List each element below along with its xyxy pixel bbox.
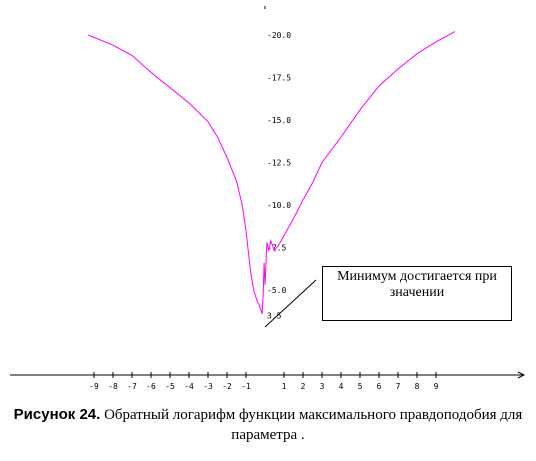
callout-pointer — [264, 279, 317, 328]
x-tick-label: 7 — [396, 382, 401, 391]
y-tick-label: -20.0 — [267, 31, 291, 40]
x-tick-label: -7 — [127, 382, 137, 391]
callout-text: Минимум достигается при значении — [337, 269, 497, 300]
y-tick-label: -12.5 — [267, 159, 291, 168]
x-tick-label: -6 — [146, 382, 156, 391]
x-tick-label: -3 — [203, 382, 213, 391]
x-tick-label: -4 — [184, 382, 194, 391]
x-tick-label: 6 — [377, 382, 382, 391]
x-tick-label: 4 — [339, 382, 344, 391]
y-tick-label: -10.0 — [267, 201, 291, 210]
x-tick-label: 5 — [358, 382, 363, 391]
y-tick-label: -15.0 — [267, 116, 291, 125]
x-tick-label: -8 — [108, 382, 118, 391]
x-tick-label: 2 — [301, 382, 306, 391]
x-tick-label: 8 — [415, 382, 420, 391]
x-tick-label: -5 — [165, 382, 175, 391]
figure-caption: Рисунок 24. Обратный логарифм функции ма… — [0, 405, 536, 445]
likelihood-chart: -20.0-17.5-15.0-12.5-10.0-7.5-5.03.5 -9-… — [10, 6, 526, 391]
x-tick-label: -1 — [241, 382, 251, 391]
x-tick-label: 1 — [282, 382, 287, 391]
likelihood-curve — [88, 31, 456, 314]
caption-text: Обратный логарифм функции максимального … — [104, 407, 523, 443]
x-tick-label: 3 — [320, 382, 325, 391]
x-tick-label: -2 — [222, 382, 232, 391]
y-tick-label: -5.0 — [267, 286, 286, 295]
x-tick-label: -9 — [89, 382, 99, 391]
caption-label: Рисунок 24. — [13, 406, 101, 423]
x-axis-arrow — [517, 371, 526, 379]
y-tick-label: 3.5 — [267, 312, 282, 321]
x-tick-label: 9 — [434, 382, 439, 391]
y-tick-label: -17.5 — [267, 74, 291, 83]
callout-box: Минимум достигается при значении — [322, 266, 512, 321]
